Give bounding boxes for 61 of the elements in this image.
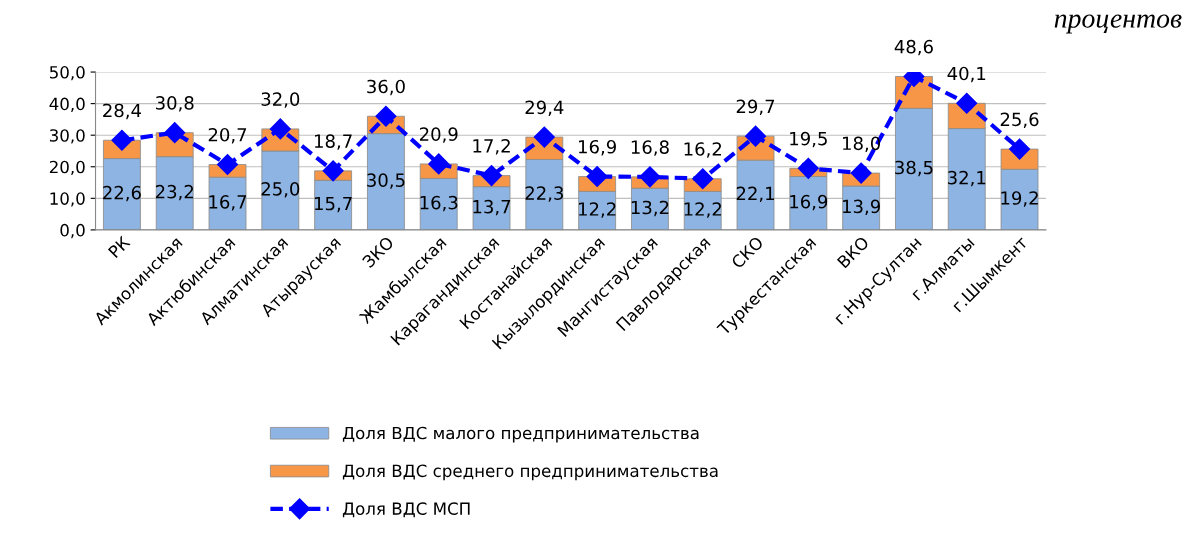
data-label: 28,4 [103,103,142,120]
data-label: 22,3 [525,186,563,202]
data-label: 16,9 [790,194,828,211]
data-label: 23,2 [155,184,194,201]
point [797,157,819,179]
data-label: 18,0 [843,136,881,152]
legend-label: Доля ВДС малого предпринимательства [342,426,699,443]
legend-label: Доля ВДС среднего предпринимательства [342,464,718,481]
data-label: 40,1 [947,66,986,83]
data-label: 19,2 [1001,191,1038,207]
point [322,160,344,182]
point [111,129,133,151]
data-label: 16,3 [420,195,458,212]
point [850,162,872,184]
point [956,92,978,114]
data-label: 13,2 [631,200,669,217]
point [217,154,239,176]
text: процентов [1054,14,1182,34]
point [1009,138,1031,160]
data-label: 25,6 [1000,112,1039,128]
data-label: 38,5 [895,160,933,177]
point [428,153,450,175]
point [375,105,397,127]
data-label: 13,7 [473,199,511,216]
data-label: 20,9 [419,127,458,143]
legend-label: Доля ВДС МСП [342,502,470,518]
data-label: 19,5 [790,131,827,148]
point [481,165,503,187]
point [164,122,186,144]
data-label: 36,0 [367,79,405,96]
data-label: 12,2 [684,202,722,218]
y-tick-label: 10,0 [50,192,85,207]
data-label: 12,2 [579,202,616,218]
data-label: 16,9 [579,139,616,156]
data-label: 48,6 [894,39,933,56]
data-label: 32,0 [261,92,300,108]
data-label: 15,7 [315,196,352,213]
data-label: 18,7 [315,134,352,150]
data-label: 22,6 [103,185,141,202]
data-label: 22,1 [736,186,774,203]
data-label: 16,7 [209,195,247,211]
data-label: 13,9 [843,199,880,216]
point [639,166,661,188]
y-tick-label: 50,0 [49,66,85,81]
data-label: 29,7 [736,99,775,116]
data-label: 29,4 [525,100,564,116]
y-tick-label: 30,0 [49,129,85,144]
data-label: 30,8 [156,96,194,112]
data-label: 16,8 [631,140,669,156]
point [586,166,608,188]
data-label: 16,2 [684,142,722,158]
data-label: 20,7 [208,127,247,144]
point [692,168,714,190]
data-label: 17,2 [473,139,510,155]
data-label: 25,0 [261,182,300,198]
data-label: 30,5 [367,173,405,189]
y-tick-label: 0,0 [60,223,85,239]
y-tick-label: 20,0 [49,160,85,176]
y-tick-label: 40,0 [49,97,85,112]
data-label: 32,1 [948,170,986,187]
point [745,125,767,147]
